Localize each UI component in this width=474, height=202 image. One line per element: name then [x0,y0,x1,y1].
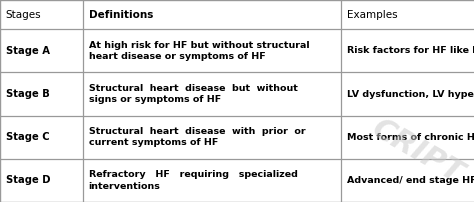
Text: Structural  heart  disease  but  without
signs or symptoms of HF: Structural heart disease but without sig… [89,84,298,104]
Text: Stages: Stages [6,10,41,20]
Text: Definitions: Definitions [89,10,153,20]
Text: Risk factors for HF like hypertension: Risk factors for HF like hypertension [347,46,474,55]
Text: Stage D: Stage D [6,176,50,185]
Text: LV dysfunction, LV hypertrophy: LV dysfunction, LV hypertrophy [347,89,474,99]
Text: Refractory   HF   requiring   specialized
interventions: Refractory HF requiring specialized inte… [89,170,298,191]
Text: CRIPT: CRIPT [366,114,468,189]
Text: Structural  heart  disease  with  prior  or
current symptoms of HF: Structural heart disease with prior or c… [89,127,305,147]
Text: Most forms of chronic HF: Most forms of chronic HF [347,133,474,142]
Text: Advanced/ end stage HF: Advanced/ end stage HF [347,176,474,185]
Text: Stage A: Stage A [6,46,50,56]
Text: Stage C: Stage C [6,132,49,142]
Text: Stage B: Stage B [6,89,49,99]
Text: Examples: Examples [347,10,398,20]
Text: At high risk for HF but without structural
heart disease or symptoms of HF: At high risk for HF but without structur… [89,41,309,61]
